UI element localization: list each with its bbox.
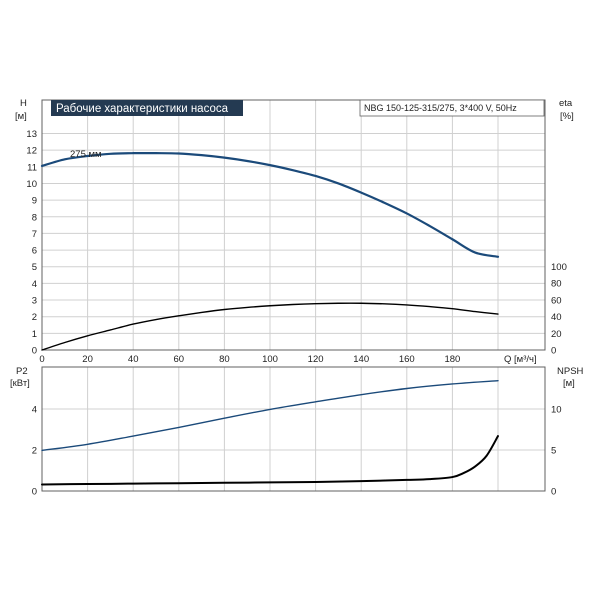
eta-tick-label: 80 [551,279,562,290]
model-label: NBG 150-125-315/275, 3*400 V, 50Hz [364,103,517,113]
h-tick-label: 0 [32,346,37,357]
x-tick-label: 100 [262,354,278,365]
npsh-axis-label: NPSH [557,366,584,377]
h-tick-label: 11 [27,162,37,173]
h-tick-label: 13 [26,129,37,140]
bottom-panel-curves [41,380,499,486]
npsh-tick-label: 0 [551,487,556,498]
bottom-panel-frame [41,366,546,492]
h-tick-label: 9 [32,196,37,207]
h-tick-label: 6 [32,246,37,257]
efficiency-curve [41,302,499,351]
head-curve [40,151,500,258]
top-panel-frame [41,99,546,351]
p2-axis-unit: [кВт] [10,378,30,389]
eta-tick-label: 40 [551,312,562,323]
npsh-axis-unit: [м] [563,378,575,389]
eta-axis-unit: [%] [560,111,574,122]
npsh-tick-label: 10 [551,405,562,416]
eta-tick-label: 100 [551,262,567,273]
chart-title-banner [51,100,243,116]
x-tick-label: 180 [444,354,460,365]
bottom-panel-grid [42,367,545,491]
h-tick-label: 10 [26,179,37,190]
h-tick-label: 8 [32,212,37,223]
x-tick-label: 0 [39,354,44,365]
power-curve [41,380,499,452]
top-panel-curves [40,151,500,351]
impeller-diameter-label: 275 мм [70,149,102,160]
eta-tick-label: 60 [551,295,562,306]
p2-axis-label: P2 [16,366,28,377]
h-tick-label: 2 [32,312,37,323]
x-tick-label: 80 [219,354,230,365]
eta-tick-label: 0 [551,346,556,357]
npsh-curve [41,435,499,486]
model-label-box [359,99,545,117]
h-tick-label: 4 [32,279,37,290]
x-tick-label: 40 [128,354,139,365]
eta-axis-label: eta [559,98,573,109]
q-axis-label: Q [м³/ч] [504,354,537,365]
x-tick-label: 160 [399,354,415,365]
x-tick-label: 20 [82,354,93,365]
npsh-tick-label: 5 [551,446,556,457]
axis-ticks: 0 20 40 60 80 100 120 140 160 1800123456789101112… [26,129,566,498]
h-axis-label: H [20,98,27,109]
x-tick-label: 60 [174,354,185,365]
x-tick-label: 120 [308,354,324,365]
h-tick-label: 7 [32,229,37,240]
p2-tick-label: 0 [32,487,37,498]
eta-tick-label: 20 [551,329,562,340]
top-panel-grid [42,100,545,350]
h-tick-label: 12 [26,146,37,157]
h-tick-label: 3 [32,296,37,307]
p2-tick-label: 2 [32,446,37,457]
h-tick-label: 5 [32,262,37,273]
x-tick-label: 140 [353,354,369,365]
chart-title: Рабочие характеристики насоса [56,103,229,115]
h-axis-unit: [м] [15,111,27,122]
p2-tick-label: 4 [32,405,37,416]
h-tick-label: 1 [32,329,37,340]
